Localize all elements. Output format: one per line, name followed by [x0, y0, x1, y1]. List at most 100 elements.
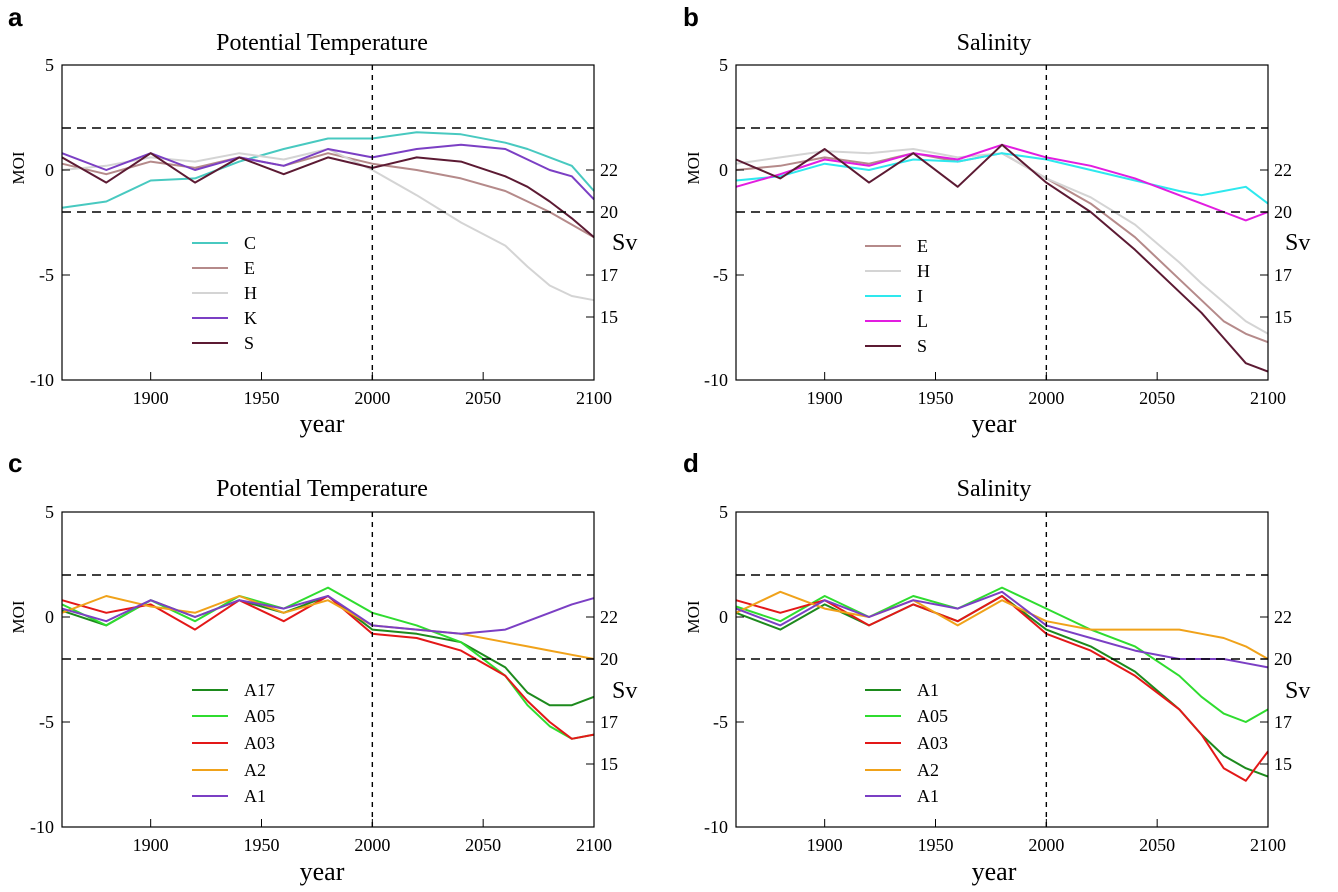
right-tick-label: 20 [600, 202, 618, 222]
right-tick-label: 17 [1274, 265, 1292, 285]
legend-entry: A2 [865, 760, 939, 780]
y-axis-label: MOI [9, 151, 28, 184]
x-tick-label: 1950 [244, 835, 280, 855]
x-tick-label: 2000 [354, 388, 390, 408]
legend-entry: A17 [192, 680, 275, 700]
x-tick-label: 2000 [1028, 835, 1064, 855]
series-line [61, 595, 595, 740]
right-tick-label: 15 [600, 307, 618, 327]
legend-label: A03 [244, 733, 275, 753]
legend-label: A05 [244, 706, 275, 726]
legend-entry: A1 [192, 786, 266, 806]
series-line [735, 152, 1269, 344]
plot-frame [735, 511, 1269, 828]
legend-label: A17 [244, 680, 275, 700]
x-tick-label: 2050 [465, 388, 501, 408]
y-tick-label: -5 [713, 265, 728, 285]
panel-letter: b [683, 2, 699, 32]
legend-entry: E [865, 236, 928, 256]
legend-entry: E [192, 258, 255, 278]
right-tick-label: 20 [600, 649, 618, 669]
legend-entry: H [865, 261, 930, 281]
right-tick-label: 22 [600, 160, 618, 180]
legend-label: A1 [917, 786, 939, 806]
legend-label: H [244, 283, 257, 303]
legend-label: S [244, 333, 254, 353]
series-line [735, 143, 1269, 222]
series-line [61, 152, 595, 239]
series-line [735, 148, 1269, 335]
y-tick-label: -10 [704, 817, 728, 837]
plot-frame [735, 64, 1269, 381]
y-tick-label: 5 [719, 502, 728, 522]
x-tick-label: 2100 [1250, 835, 1286, 855]
legend-entry: L [865, 311, 928, 331]
plot-area: 1900 1950 2000 2050 2100 5 0 -5 -10 22 20 17 15 [704, 502, 1292, 855]
series-line [61, 586, 595, 740]
x-tick-label: 1950 [918, 388, 954, 408]
x-tick-label: 2100 [576, 388, 612, 408]
x-tick-label: 2000 [1028, 388, 1064, 408]
legend-label: A2 [244, 760, 266, 780]
y-tick-label: 5 [719, 55, 728, 75]
legend-label: H [917, 261, 930, 281]
legend-entry: A03 [192, 733, 275, 753]
x-axis-label: year [972, 409, 1017, 438]
x-tick-label: 2100 [576, 835, 612, 855]
x-tick-label: 2100 [1250, 388, 1286, 408]
legend-label: E [917, 236, 928, 256]
panel-letter: d [683, 448, 699, 478]
legend-entry: K [192, 308, 257, 328]
legend: E H I L S [865, 236, 930, 356]
right-axis-label: Sv [1285, 678, 1310, 704]
legend-label: L [917, 311, 928, 331]
y-tick-label: -10 [30, 370, 54, 390]
series-line [735, 595, 1269, 782]
panel-letter: c [8, 448, 22, 478]
legend-entry: A05 [192, 706, 275, 726]
y-tick-label: 0 [45, 160, 54, 180]
x-axis-label: year [972, 857, 1017, 886]
plot-frame [61, 64, 595, 381]
legend-entry: C [192, 233, 256, 253]
panel-d: d Salinity MOI year Sv 1900 1950 2000 2050 2… [683, 448, 1310, 886]
right-tick-label: 17 [1274, 712, 1292, 732]
legend-label: I [917, 286, 923, 306]
x-tick-label: 1900 [133, 835, 169, 855]
right-tick-label: 20 [1274, 649, 1292, 669]
right-tick-label: 17 [600, 265, 618, 285]
legend-entry: A2 [192, 760, 266, 780]
legend-label: A05 [917, 706, 948, 726]
x-tick-label: 2050 [1139, 835, 1175, 855]
plot-area: 1900 1950 2000 2050 2100 5 0 -5 -10 22 20 17 15 [30, 55, 618, 408]
right-axis-label: Sv [612, 230, 637, 256]
panel-title: Potential Temperature [216, 30, 428, 56]
series-line [61, 595, 595, 635]
y-tick-label: 5 [45, 55, 54, 75]
legend-entry: S [192, 333, 254, 353]
y-tick-label: -10 [30, 817, 54, 837]
series-line [61, 131, 595, 209]
panel-a: a Potential Temperature MOI year Sv 1900… [8, 2, 637, 438]
right-tick-label: 15 [1274, 307, 1292, 327]
legend: C E H K S [192, 233, 257, 353]
legend-entry: H [192, 283, 257, 303]
y-tick-label: -5 [713, 712, 728, 732]
plot-area: 1900 1950 2000 2050 2100 5 0 -5 -10 22 20 17 15 [704, 55, 1292, 408]
x-axis-label: year [300, 857, 345, 886]
y-tick-label: 5 [45, 502, 54, 522]
right-tick-label: 15 [1274, 754, 1292, 774]
right-axis-label: Sv [1285, 230, 1310, 256]
x-tick-label: 1950 [244, 388, 280, 408]
series-line [735, 590, 1269, 660]
x-tick-label: 2050 [465, 835, 501, 855]
legend-entry: A05 [865, 706, 948, 726]
panel-title: Potential Temperature [216, 476, 428, 502]
plot-frame [61, 511, 595, 828]
series-line [735, 143, 1269, 373]
y-tick-label: 0 [719, 160, 728, 180]
legend-entry: A1 [865, 680, 939, 700]
legend-label: E [244, 258, 255, 278]
